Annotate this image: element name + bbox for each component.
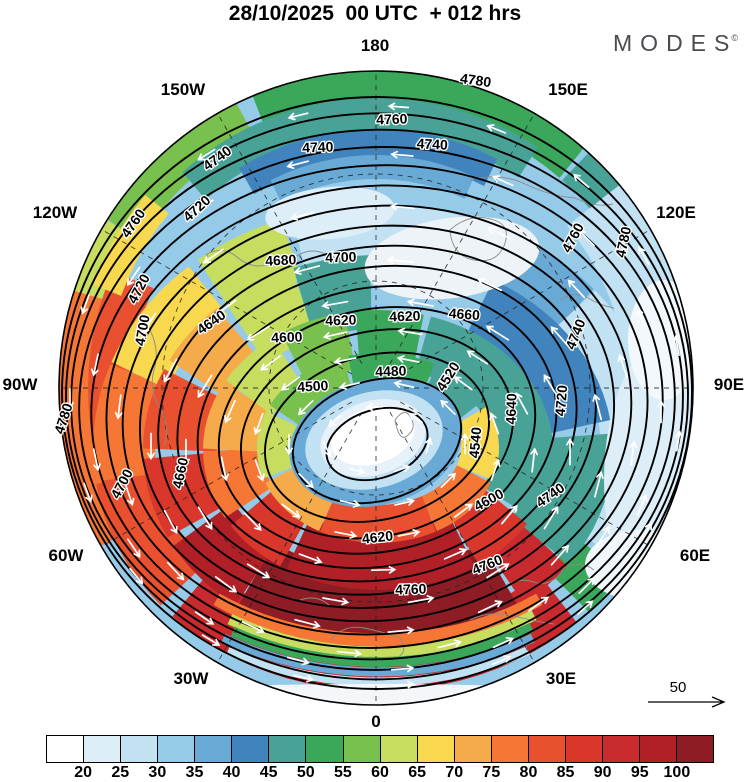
colorbar-tick-label: 60 — [371, 764, 389, 781]
contour-label: 4680 — [265, 251, 297, 269]
colorbar-tick-label: 100 — [663, 764, 691, 781]
colorbar-cell — [47, 736, 85, 762]
colorbar-cell — [491, 736, 529, 762]
contour-label: 4540 — [466, 426, 485, 459]
colorbar-cell — [380, 736, 418, 762]
colorbar: 20 25 30 35 40 45 50 55 60 65 70 75 80 85 90 95 100 — [46, 735, 714, 782]
longitude-label-120e: 120E — [656, 203, 696, 222]
chart-title: 28/10/2025 00 UTC + 012 hrs — [228, 2, 522, 25]
contour-label: 4660 — [448, 305, 480, 323]
colorbar-cell — [677, 736, 714, 762]
contour-label: 4640 — [502, 393, 519, 425]
contour-label: 4780 — [459, 70, 492, 90]
longitude-label-180: 180 — [360, 36, 390, 55]
longitude-label-150w: 150W — [160, 80, 206, 99]
contour-label: 4600 — [271, 328, 303, 345]
contour-label: 4620 — [325, 311, 357, 328]
colorbar-tick-label: 55 — [333, 764, 352, 781]
contour-label: 4620 — [361, 527, 394, 546]
colorbar-cell — [343, 736, 381, 762]
contour-label: 4720 — [552, 384, 571, 417]
colorbar-cell — [269, 736, 307, 762]
contour-label: 4700 — [131, 313, 152, 347]
colorbar-cell — [306, 736, 344, 762]
colorbar-tick-label: 75 — [482, 764, 501, 781]
map-rim-circle — [58, 70, 694, 706]
colorbar-cell — [565, 736, 603, 762]
modes-logo-text: MODES — [613, 30, 738, 56]
longitude-label-150e: 150E — [548, 80, 588, 99]
contour-label: 4700 — [325, 248, 357, 265]
longitude-label-30e: 30E — [545, 669, 577, 688]
colorbar-cell — [195, 736, 233, 762]
colorbar-tick-label: 95 — [630, 764, 649, 781]
shading-layer — [59, 71, 693, 705]
colorbar-cell — [84, 736, 122, 762]
colorbar-cell — [640, 736, 678, 762]
colorbar-tick-label: 40 — [222, 764, 241, 781]
colorbar-tick-label: 20 — [74, 764, 93, 781]
colorbar-tick-label: 30 — [148, 764, 167, 781]
colorbar-tick-label: 90 — [593, 764, 612, 781]
longitude-label-120w: 120W — [32, 203, 78, 222]
map-layers — [59, 71, 693, 705]
colorbar-cell — [528, 736, 566, 762]
contour-label: 4740 — [302, 138, 334, 155]
longitude-label-90e: 90E — [713, 375, 745, 394]
colorbar-tick-label: 85 — [556, 764, 575, 781]
longitude-label-60e: 60E — [679, 546, 711, 565]
colorbar-ticks: 20 25 30 35 40 45 50 55 60 65 70 75 80 85 90 95 100 — [46, 764, 714, 782]
colorbar-cell — [602, 736, 640, 762]
colorbar-tick-label: 45 — [259, 764, 278, 781]
colorbar-tick-label: 65 — [408, 764, 427, 781]
colorbar-tick-label: 25 — [111, 764, 130, 781]
reference-arrow-label: 50 — [670, 679, 687, 696]
colorbar-cell — [158, 736, 196, 762]
modes-logo-mark: © — [731, 33, 738, 43]
contour-label: 4760 — [376, 110, 408, 127]
contour-label: 4500 — [297, 377, 329, 395]
colorbar-tick-label: 80 — [519, 764, 538, 781]
contour-label: 4480 — [375, 362, 407, 379]
contour-label: 4740 — [416, 135, 448, 153]
colorbar-tick-label: 50 — [296, 764, 315, 781]
longitude-label-90w: 90W — [2, 375, 38, 394]
contour-label: 4620 — [389, 307, 421, 324]
colorbar-tick-label: 70 — [445, 764, 464, 781]
contour-layer — [61, 96, 693, 690]
longitude-label-0: 0 — [371, 712, 381, 731]
reference-arrow-icon — [648, 696, 726, 708]
longitude-label-60w: 60W — [48, 546, 84, 565]
longitude-label-30w: 30W — [173, 669, 209, 688]
colorbar-cell — [232, 736, 270, 762]
colorbar-cell — [121, 736, 159, 762]
colorbar-cells — [46, 735, 714, 763]
reference-arrow: 50 — [648, 679, 726, 708]
colorbar-tick-label: 35 — [185, 764, 204, 781]
colorbar-cell — [454, 736, 492, 762]
contour-label: 4760 — [395, 580, 427, 597]
colorbar-cell — [417, 736, 455, 762]
modes-logo: MODES© — [613, 30, 738, 57]
wind-vector-layer — [66, 102, 683, 689]
